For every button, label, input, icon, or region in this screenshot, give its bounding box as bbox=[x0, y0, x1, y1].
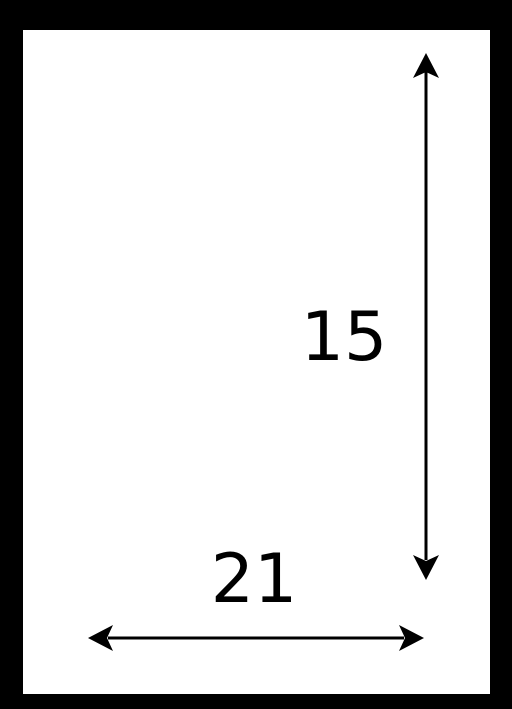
width-label: 21 bbox=[211, 540, 298, 619]
horizontal-dimension-arrow bbox=[88, 625, 424, 651]
inner-panel bbox=[23, 30, 490, 694]
height-label: 15 bbox=[301, 298, 388, 377]
vertical-dimension-arrow bbox=[413, 53, 439, 580]
